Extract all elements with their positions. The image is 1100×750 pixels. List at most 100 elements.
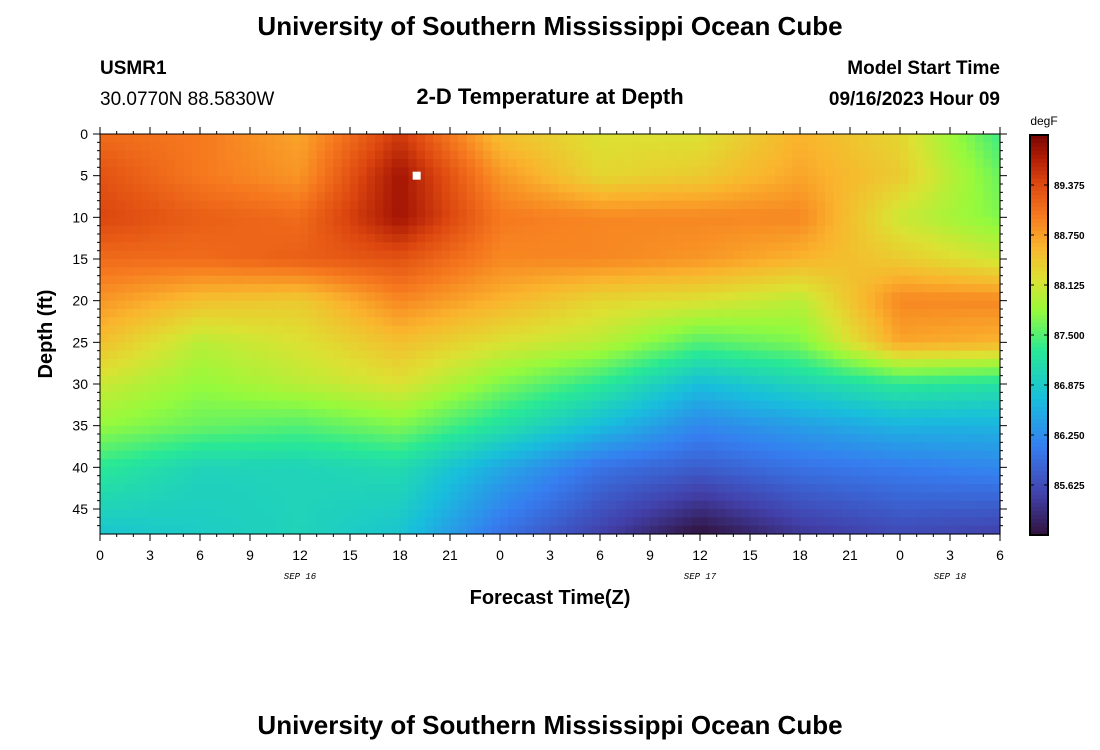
heatmap-cell <box>825 409 834 418</box>
heatmap-cell <box>200 450 209 460</box>
heatmap-cell <box>916 434 926 443</box>
heatmap-cell <box>725 159 734 168</box>
heatmap-cell <box>791 225 801 235</box>
heatmap-cell <box>475 442 484 452</box>
heatmap-cell <box>233 250 243 260</box>
heatmap-cell <box>183 509 193 518</box>
heatmap-cell <box>475 150 484 160</box>
heatmap-cell <box>675 225 684 235</box>
heatmap-cell <box>158 400 168 410</box>
heatmap-cell <box>166 317 176 327</box>
heatmap-cell <box>541 284 551 293</box>
heatmap-cell <box>300 409 309 418</box>
heatmap-cell <box>891 300 901 310</box>
heatmap-cell <box>633 142 643 152</box>
heatmap-cell <box>233 184 243 193</box>
heatmap-cell <box>825 317 834 327</box>
heatmap-cell <box>566 150 576 160</box>
heatmap-cell <box>333 225 343 235</box>
heatmap-cell <box>883 234 893 243</box>
heatmap-cell <box>258 292 268 302</box>
heatmap-cell <box>516 300 526 310</box>
heatmap-cell <box>308 342 318 352</box>
heatmap-cell <box>350 342 359 352</box>
heatmap-cell <box>133 184 143 193</box>
heatmap-cell <box>508 200 518 210</box>
heatmap-cell <box>866 209 876 218</box>
heatmap-cell <box>350 400 359 410</box>
heatmap-cell <box>791 209 801 218</box>
heatmap-cell <box>425 400 434 410</box>
heatmap-cell <box>550 142 559 152</box>
heatmap-cell <box>533 234 543 243</box>
heatmap-cell <box>925 450 934 460</box>
heatmap-cell <box>616 450 626 460</box>
heatmap-cell <box>783 417 793 427</box>
heatmap-cell <box>733 284 743 293</box>
heatmap-cell <box>683 309 693 318</box>
heatmap-cell <box>150 300 159 310</box>
heatmap-cell <box>533 475 543 485</box>
heatmap-cell <box>458 234 468 243</box>
heatmap-cell <box>875 150 884 160</box>
heatmap-cell <box>908 417 918 427</box>
heatmap-cell <box>633 500 643 510</box>
heatmap-cell <box>275 200 284 210</box>
heatmap-cell <box>233 225 243 235</box>
heatmap-cell <box>475 217 484 227</box>
heatmap-cell <box>708 325 718 335</box>
heatmap-cell <box>891 459 901 468</box>
heatmap-cell <box>175 384 184 393</box>
heatmap-cell <box>483 442 493 452</box>
heatmap-cell <box>841 475 851 485</box>
heatmap-cell <box>591 159 601 168</box>
heatmap-cell <box>783 475 793 485</box>
heatmap-cell <box>216 442 226 452</box>
heatmap-cell <box>425 384 434 393</box>
heatmap-cell <box>658 275 668 285</box>
heatmap-cell <box>391 375 401 385</box>
heatmap-cell <box>541 275 551 285</box>
heatmap-cell <box>900 509 909 518</box>
heatmap-cell <box>933 192 943 202</box>
heatmap-cell <box>808 459 818 468</box>
heatmap-cell <box>441 325 451 335</box>
heatmap-cell <box>175 309 184 318</box>
heatmap-cell <box>258 350 268 360</box>
heatmap-cell <box>316 300 326 310</box>
heatmap-cell <box>541 367 551 377</box>
heatmap-cell <box>933 425 943 435</box>
heatmap-cell <box>183 384 193 393</box>
heatmap-cell <box>483 434 493 443</box>
heatmap-cell <box>225 467 234 477</box>
heatmap-cell <box>650 500 659 510</box>
heatmap-cell <box>725 375 734 385</box>
heatmap-cell <box>425 492 434 502</box>
heatmap-cell <box>950 334 959 343</box>
heatmap-cell <box>391 442 401 452</box>
heatmap-cell <box>875 209 884 218</box>
heatmap-cell <box>208 425 218 435</box>
heatmap-cell <box>333 334 343 343</box>
heatmap-cell <box>466 175 476 185</box>
heatmap-cell <box>758 459 768 468</box>
heatmap-cell <box>408 325 418 335</box>
heatmap-cell <box>858 134 868 143</box>
heatmap-cell <box>933 434 943 443</box>
heatmap-cell <box>408 292 418 302</box>
heatmap-cell <box>183 334 193 343</box>
heatmap-cell <box>450 334 459 343</box>
heatmap-cell <box>775 459 784 468</box>
heatmap-cell <box>208 375 218 385</box>
heatmap-cell <box>833 134 843 143</box>
heatmap-cell <box>741 367 751 377</box>
heatmap-cell <box>766 250 776 260</box>
heatmap-cell <box>475 484 484 493</box>
heatmap-cell <box>800 475 809 485</box>
heatmap-cell <box>483 384 493 393</box>
heatmap-cell <box>716 209 726 218</box>
heatmap-cell <box>358 267 368 277</box>
heatmap-cell <box>991 392 1001 402</box>
heatmap-cell <box>958 500 968 510</box>
heatmap-cell <box>316 200 326 210</box>
